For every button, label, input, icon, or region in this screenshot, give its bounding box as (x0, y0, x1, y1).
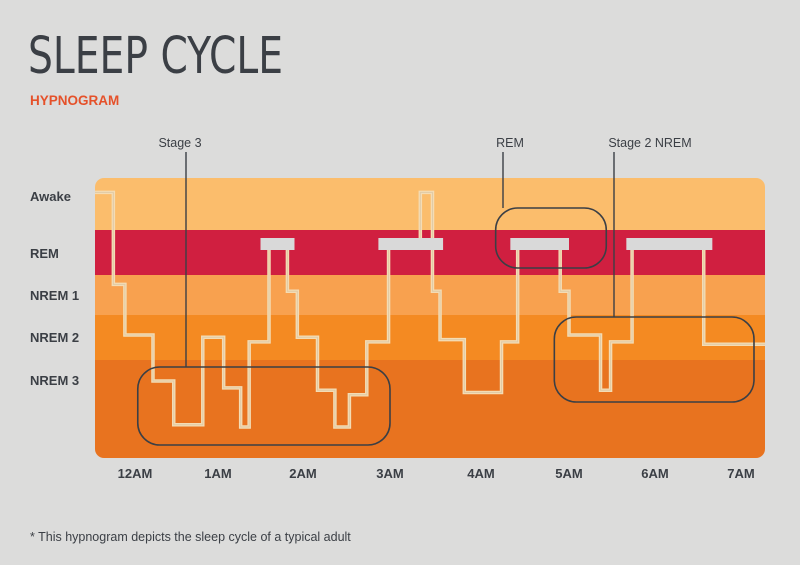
stage-bands (95, 178, 765, 458)
y-label: NREM 2 (30, 330, 79, 345)
rem-period-bar (510, 238, 569, 250)
x-tick-label: 7AM (727, 466, 754, 481)
rem-period-bar (378, 238, 444, 250)
band-nrem-1 (95, 275, 765, 315)
band-nrem-2 (95, 315, 765, 360)
chart-subtitle: HYPNOGRAM (30, 93, 119, 108)
x-tick-label: 2AM (289, 466, 316, 481)
band-rem (95, 230, 765, 275)
band-awake (95, 178, 765, 230)
rem-period-bar (626, 238, 713, 250)
x-tick-label: 1AM (204, 466, 231, 481)
y-label: NREM 3 (30, 373, 79, 388)
y-label: Awake (30, 189, 71, 204)
annotation-label: Stage 3 (158, 136, 201, 150)
x-tick-label: 12AM (118, 466, 153, 481)
x-axis-labels: 12AM 1AM 2AM 3AM 4AM 5AM 6AM 7AM (118, 466, 755, 481)
x-tick-label: 4AM (467, 466, 494, 481)
y-axis-labels: Awake REM NREM 1 NREM 2 NREM 3 (30, 189, 79, 388)
x-tick-label: 6AM (641, 466, 668, 481)
chart-title: SLEEP CYCLE (28, 27, 283, 86)
footnote: * This hypnogram depicts the sleep cycle… (30, 530, 351, 544)
annotation-box (136, 366, 391, 446)
annotation-box (494, 207, 608, 269)
x-tick-label: 3AM (376, 466, 403, 481)
band-nrem-3 (95, 360, 765, 458)
annotation-label: Stage 2 NREM (608, 136, 691, 150)
x-tick-label: 5AM (555, 466, 582, 481)
y-label: NREM 1 (30, 288, 79, 303)
annotation-label: REM (496, 136, 524, 150)
annotation-box (553, 316, 755, 403)
rem-period-bar (260, 238, 295, 250)
y-label: REM (30, 246, 59, 261)
annotations: Stage 3 REM Stage 2 NREM (136, 136, 755, 446)
